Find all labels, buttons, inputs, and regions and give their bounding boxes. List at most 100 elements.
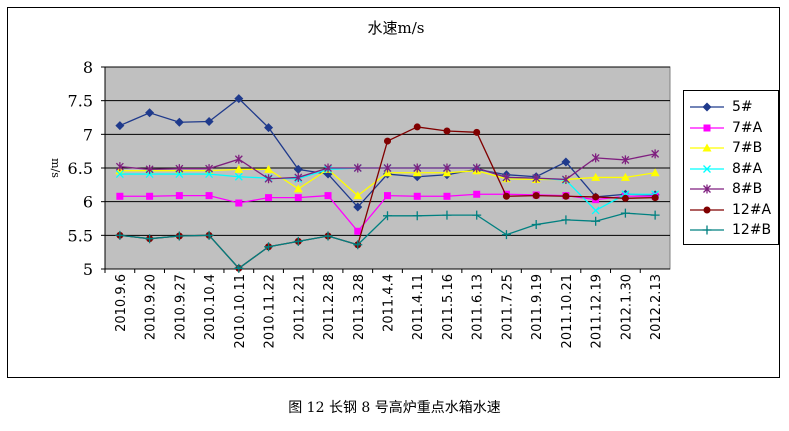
data-point-12b [145,234,155,244]
data-point-7a [294,194,302,202]
data-point-7a [146,192,154,200]
x-tick-label: 2011.9.19 [530,274,545,340]
legend-marker [703,206,711,213]
data-point-7a [443,192,451,200]
data-point-12b [531,220,541,230]
data-point-5 [234,94,244,104]
x-tick-label: 2011.2.21 [292,274,307,340]
data-point-12b [561,215,571,225]
x-tick-label: 2012.1.30 [619,274,634,340]
data-point-12b [591,216,601,226]
data-point-5 [174,117,184,127]
legend-item-8a: 8#A [684,159,778,179]
legend-label: 7#A [732,119,763,136]
legend-swatch [690,164,724,173]
data-point-7a [384,192,391,200]
data-point-12b [650,210,660,220]
data-point-5 [145,108,155,118]
legend-label: 5# [732,99,753,115]
data-point-12b [353,240,363,250]
x-tick-label: 2011.2.28 [322,274,337,340]
data-point-12b [234,263,244,273]
data-point-12a [384,137,391,145]
legend-marker [703,164,711,173]
data-point-12b [442,210,452,220]
figure-caption: 图 12 长钢 8 号高炉重点水箱水速 [288,400,501,416]
data-point-8a [591,206,600,215]
legend: 5# 7#A 7#B 8#A 8#B 12#A 12#B [683,90,779,245]
data-point-12a [562,192,570,200]
data-point-12b [501,230,511,240]
legend-swatch [690,184,724,194]
data-point-8b [591,153,600,163]
data-point-12b [383,211,392,221]
data-point-7a [175,192,183,200]
data-point-8b [532,173,541,183]
legend-label: 12#A [732,201,772,218]
data-point-8a [115,170,124,179]
legend-item-7a: 7#A [684,118,778,138]
x-tick-label: 2011.12.19 [590,274,605,348]
y-tick-label: 7.5 [68,92,93,111]
data-point-12a [621,194,629,202]
data-point-8b [234,154,243,164]
data-point-8b [621,155,630,165]
legend-marker [702,143,712,152]
legend-marker [702,225,712,235]
x-tick-label: 2010.11.22 [263,274,278,348]
y-tick-label: 6.5 [68,159,93,178]
data-point-8b [294,172,303,182]
data-point-12a [651,194,659,202]
x-tick-label: 2010.10.4 [203,274,218,340]
legend-item-12a: 12#A [684,200,778,220]
data-point-12b [412,211,422,221]
data-point-7a [354,227,362,235]
data-point-8b [115,162,124,172]
legend-item-12b: 12#B [684,220,778,240]
legend-swatch [690,124,724,131]
data-point-7a [116,192,124,200]
x-tick-label: 2012.2.13 [649,274,664,340]
legend-swatch [690,143,724,152]
data-point-7a [205,192,213,200]
legend-marker [702,102,712,112]
y-tick-label: 6 [83,193,93,212]
data-point-7b [591,172,601,181]
data-point-5 [561,157,571,167]
chart-title: 水速m/s [368,19,425,37]
data-point-8b [651,149,660,159]
x-tick-label: 2010.9.27 [173,274,188,340]
legend-label: 7#B [732,140,763,156]
x-tick-label: 2011.10.21 [560,274,575,348]
y-tick-label: 5.5 [68,226,93,245]
legend-label: 8#A [732,160,763,177]
legend-swatch [690,102,724,112]
data-point-5 [204,117,214,127]
data-point-5 [264,123,274,133]
x-tick-label: 2010.9.6 [114,274,129,332]
data-point-7b [293,184,303,193]
legend-marker [703,124,711,131]
legend-swatch [690,206,724,213]
y-axis-label: m/s [49,158,62,178]
data-point-8b [443,163,451,173]
data-point-12a [443,127,451,135]
x-tick-label: 2011.4.4 [382,274,397,332]
data-point-7a [473,190,481,198]
legend-swatch [690,225,724,235]
data-point-8b [145,164,154,174]
data-point-12a [413,123,421,131]
data-point-7a [413,192,421,200]
x-tick-label: 2011.3.28 [352,274,367,340]
data-point-12b [264,242,274,252]
data-point-8b [264,174,273,184]
data-point-12b [204,230,214,240]
data-point-7a [235,199,243,207]
data-point-12b [620,208,630,218]
data-point-12b [115,230,125,240]
data-point-12a [532,192,540,200]
data-point-7b [264,164,274,173]
data-point-8b [413,163,422,173]
x-tick-label: 2011.7.25 [500,274,515,340]
